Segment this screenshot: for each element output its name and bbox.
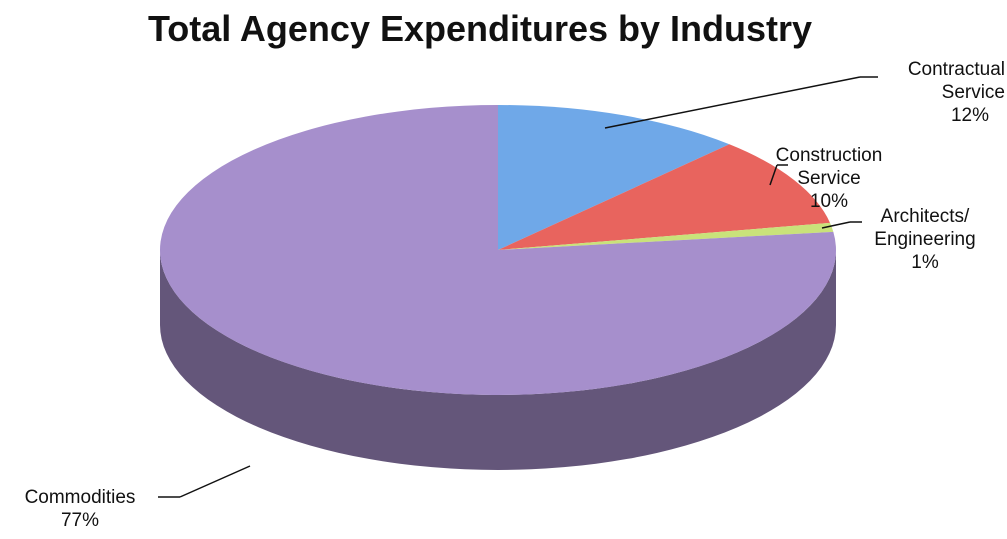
data-label: Contractual Service 12% bbox=[875, 58, 1005, 127]
data-label: Commodities 77% bbox=[5, 486, 155, 532]
leader-line bbox=[769, 164, 778, 186]
pie-slice bbox=[498, 222, 834, 250]
category-label: Construction Service bbox=[775, 145, 883, 189]
value-label: 77% bbox=[60, 510, 100, 531]
value-label: 1% bbox=[911, 252, 939, 273]
pie-slice bbox=[160, 105, 837, 395]
data-label: Construction Service 10% bbox=[758, 144, 900, 213]
pie-slice bbox=[498, 105, 730, 250]
category-label: Contractual Service bbox=[907, 59, 1005, 103]
value-label: 10% bbox=[809, 191, 849, 212]
leader-line bbox=[179, 465, 251, 498]
leader-line bbox=[604, 76, 861, 129]
chart-title: Total Agency Expenditures by Industry bbox=[147, 8, 813, 49]
leader-line bbox=[821, 221, 851, 229]
value-label: 12% bbox=[950, 105, 990, 126]
pie-slice bbox=[498, 144, 831, 250]
data-label: Architects/ Engineering 1% bbox=[860, 205, 990, 274]
pie-side bbox=[160, 250, 836, 470]
category-label: Architects/ Engineering bbox=[874, 206, 976, 250]
category-label: Commodities bbox=[24, 487, 136, 508]
